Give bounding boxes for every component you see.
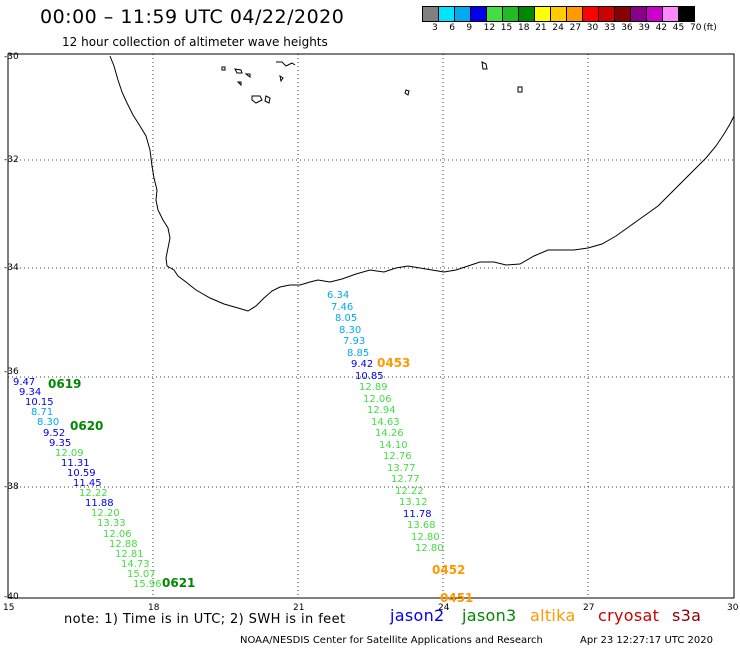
graticule	[8, 54, 734, 598]
wave-height-label: 8.05	[335, 313, 358, 324]
wave-height-label: 12.81	[115, 548, 144, 560]
legend-swatch	[678, 6, 695, 22]
wave-height-label: 7.46	[331, 301, 354, 313]
wave-height-label: 12.80	[411, 531, 440, 543]
legend-tick: 45	[672, 23, 685, 33]
legend-tick: 39	[638, 23, 650, 33]
islands	[221, 61, 523, 104]
longitude-label: 24	[438, 603, 450, 613]
latitude-label: -38	[4, 482, 19, 492]
color-legend-ticks: 3 6 9 12 15 18 21 24 27 30 33 36 39 42 45 70 (ft)	[422, 23, 740, 35]
wave-height-label: 10.85	[355, 370, 384, 382]
wave-height-label: 9.52	[43, 427, 66, 439]
wave-height-label: 12.76	[383, 451, 412, 462]
pass-time-label: 0453	[377, 356, 411, 370]
wave-height-label: 11.78	[403, 508, 432, 520]
legend-tick: 6	[449, 23, 455, 33]
wave-height-label: 13.12	[399, 497, 428, 508]
wave-height-label: 14.26	[375, 428, 404, 439]
generated-timestamp: Apr 23 12:27:17 UTC 2020	[580, 635, 713, 646]
wave-height-label: 8.30	[37, 417, 60, 429]
wave-height-label: 12.09	[55, 447, 84, 459]
longitude-label: 15	[3, 603, 15, 613]
legend-tick: 12	[483, 23, 496, 33]
wave-height-label: 8.30	[339, 324, 362, 336]
legend-tick: 30	[586, 23, 599, 33]
longitude-label: 27	[583, 603, 595, 613]
wave-height-label: 12.94	[367, 405, 396, 416]
wave-height-label: 9.47	[13, 377, 36, 388]
longitude-label: 30	[727, 603, 739, 613]
legend-tick: 33	[604, 23, 616, 33]
legend-tick: (ft)	[703, 23, 717, 33]
wave-height-label: 13.33	[97, 518, 126, 530]
pass-time-label: 0452	[432, 563, 466, 577]
wave-height-label: 12.77	[391, 474, 420, 485]
wave-height-label: 7.93	[343, 336, 366, 347]
longitude-label: 18	[148, 603, 160, 613]
legend-tick: 36	[621, 23, 633, 33]
wave-height-label: 12.89	[359, 382, 388, 393]
wave-height-label: 14.63	[371, 416, 400, 428]
wave-height-label: 12.22	[79, 488, 108, 500]
wave-height-label: 11.45	[73, 478, 102, 489]
legend-tick: 21	[535, 23, 547, 33]
wave-height-label: 6.34	[327, 290, 350, 301]
wave-height-label: 12.80	[415, 543, 444, 554]
legend-tick: 18	[518, 23, 530, 33]
legend-tick: 27	[569, 23, 582, 33]
latitude-label: -32	[4, 155, 19, 165]
longitude-label: 21	[293, 603, 305, 613]
wave-height-label: 11.31	[61, 457, 90, 469]
wave-height-label: 14.73	[121, 558, 150, 570]
wave-height-label: 8.85	[347, 347, 370, 359]
legend-tick: 70	[690, 23, 702, 33]
latitude-label: -30	[4, 52, 19, 62]
pass-time-label: 0621	[162, 576, 196, 590]
wave-height-label: 12.88	[109, 538, 138, 550]
wave-height-label: 9.35	[49, 437, 72, 449]
wave-height-label: 8.71	[31, 407, 54, 419]
legend-tick: 24	[552, 23, 564, 33]
map-subtitle: 12 hour collection of altimeter wave hei…	[62, 35, 328, 49]
satellite-legend-jason3: jason3	[462, 606, 517, 625]
satellite-legend-altika: altika	[530, 606, 576, 625]
credit-line: NOAA/NESDIS Center for Satellite Applica…	[240, 635, 543, 646]
wave-height-label: 9.42	[351, 359, 374, 370]
wave-height-label: 12.06	[103, 528, 132, 540]
wave-height-label: 11.88	[85, 498, 114, 510]
satellite-legend-cryosat: cryosat	[598, 606, 660, 625]
color-legend	[422, 6, 695, 22]
units-note: note: 1) Time is in UTC; 2) SWH is in fe…	[64, 612, 346, 627]
legend-tick: 42	[655, 23, 668, 33]
wave-height-label: 13.77	[387, 462, 416, 474]
legend-tick: 9	[466, 23, 473, 33]
satellite-legend-s3a: s3a	[672, 606, 702, 625]
map-title: 00:00 – 11:59 UTC 04/22/2020	[40, 6, 345, 28]
map-frame	[7, 53, 735, 599]
wave-height-label: 10.15	[25, 397, 54, 409]
satellite-legend-jason2: jason2	[390, 606, 445, 625]
wave-height-label: 12.06	[363, 393, 392, 405]
latitude-label: -36	[4, 367, 19, 377]
wave-height-label: 9.34	[19, 387, 42, 399]
wave-height-label: 10.59	[67, 467, 96, 479]
wave-height-label: 12.20	[91, 508, 120, 520]
africa-coastline	[109, 55, 735, 312]
pass-time-label: 0620	[70, 419, 104, 433]
wave-height-label: 15.07	[127, 568, 156, 580]
wave-height-label: 13.68	[407, 520, 436, 531]
wave-height-label: 15.96	[133, 579, 162, 590]
pass-time-label: 0619	[48, 377, 82, 391]
latitude-label: -40	[4, 592, 19, 602]
legend-tick: 15	[500, 23, 513, 33]
latitude-label: -34	[4, 263, 19, 273]
legend-tick: 3	[432, 23, 438, 33]
wave-height-label: 12.22	[395, 485, 424, 497]
wave-height-label: 14.10	[379, 439, 408, 451]
pass-time-label: 0451	[440, 591, 474, 605]
